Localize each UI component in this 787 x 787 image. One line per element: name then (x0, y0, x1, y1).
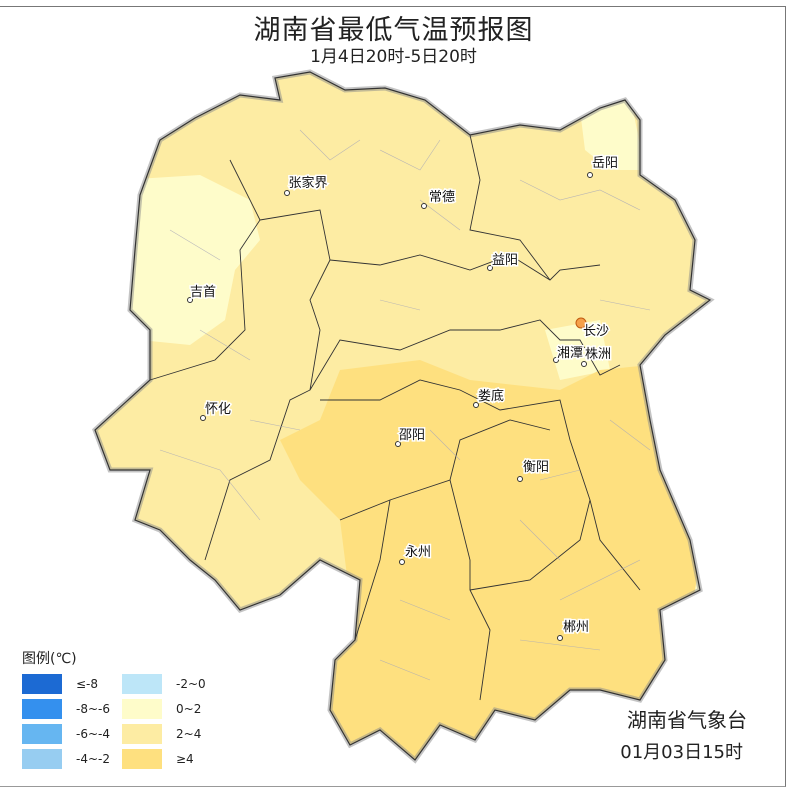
legend-label: -4~-2 (76, 752, 110, 766)
city-label: 湘潭 (557, 346, 583, 361)
city-6: 湘潭 (553, 345, 585, 363)
city-label: 株洲 (585, 347, 611, 362)
city-label: 娄底 (478, 388, 504, 404)
city-13: 郴州 (557, 619, 591, 641)
city-0: 岳阳 (587, 155, 620, 178)
legend-label: 2~4 (176, 727, 202, 741)
city-marker-icon (557, 635, 563, 641)
issue-time: 01月03日15时 (620, 742, 743, 763)
city-label: 常德 (429, 190, 455, 205)
page-title: 湖南省最低气温预报图 (253, 15, 534, 46)
legend-swatch (122, 724, 162, 744)
city-label: 怀化 (205, 402, 231, 417)
city-label: 衡阳 (523, 460, 549, 475)
legend-label: -8~-6 (76, 702, 110, 716)
city-marker-icon (187, 297, 193, 303)
city-marker-icon (553, 357, 559, 363)
city-12: 永州 (399, 544, 433, 565)
city-8: 娄底 (473, 387, 506, 408)
city-1: 张家界 (284, 174, 329, 196)
prefecture-boundaries (149, 134, 641, 701)
city-10: 邵阳 (395, 427, 427, 447)
city-label: 郴州 (563, 620, 589, 635)
city-marker-icon (473, 402, 479, 408)
legend-swatch (22, 749, 62, 769)
county-boundaries (159, 129, 651, 681)
city-2: 常德 (421, 189, 457, 209)
legend-swatch (122, 749, 162, 769)
legend-label: -6~-4 (76, 727, 110, 741)
city-11: 衡阳 (517, 459, 551, 482)
city-label: 益阳 (492, 253, 518, 268)
temp-zone-ge4 (280, 360, 700, 760)
city-marker-icon (487, 265, 493, 271)
city-label: 长沙 (583, 324, 609, 339)
legend-label: -2~0 (176, 677, 206, 691)
capital-marker-icon (575, 317, 587, 329)
city-4: 吉首 (187, 284, 218, 303)
city-marker-icon (517, 476, 523, 482)
city-5: 长沙 (575, 317, 611, 341)
temp-zone-0-2 (110, 95, 700, 640)
city-marker-icon (421, 203, 427, 209)
city-label: 岳阳 (592, 156, 618, 171)
legend-label: ≤-8 (76, 677, 99, 691)
issuer: 湖南省气象台 (627, 708, 747, 732)
city-marker-icon (399, 559, 405, 565)
city-marker-icon (395, 441, 401, 447)
city-marker-icon (587, 172, 593, 178)
city-3: 益阳 (487, 252, 520, 271)
legend-swatch (122, 699, 162, 719)
city-9: 怀化 (200, 401, 233, 421)
forecast-period: 1月4日20时-5日20时 (310, 47, 477, 67)
legend-label: 0~2 (176, 702, 202, 716)
city-7: 株洲 (581, 346, 613, 367)
city-label: 张家界 (288, 175, 327, 191)
legend-swatch (22, 699, 62, 719)
legend-label: ≥4 (176, 752, 194, 766)
city-marker-icon (200, 415, 206, 421)
legend-title: 图例(℃) (22, 651, 77, 667)
city-label: 永州 (405, 545, 431, 560)
legend-swatch (122, 674, 162, 694)
city-label: 吉首 (190, 285, 216, 300)
city-label: 邵阳 (399, 428, 425, 443)
city-marker-icon (284, 190, 290, 196)
legend-swatch (22, 724, 62, 744)
legend: 图例(℃) ≤-8 -2~0 -8~-6 0~2 -6~-4 2~4 -4~-2 ≥4 (22, 648, 230, 769)
city-marker-icon (581, 361, 587, 367)
legend-swatch (22, 674, 62, 694)
